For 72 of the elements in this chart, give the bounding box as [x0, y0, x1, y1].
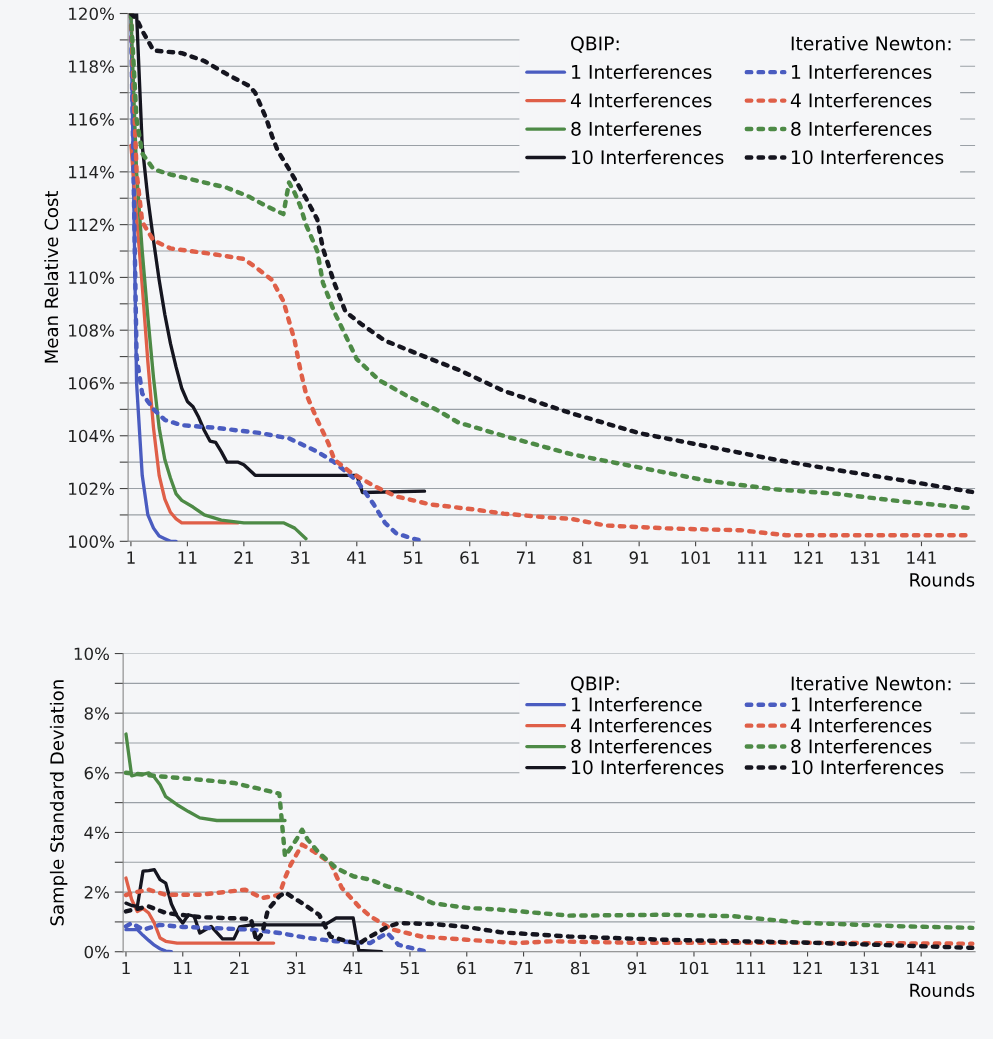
legend-label: 4 Interferences [570, 92, 712, 108]
y-tick-label: 118% [69, 60, 114, 73]
x-tick-label: 121 [794, 551, 823, 564]
x-tick-label: 71 [514, 961, 533, 975]
legend-label: 10 Interferences [791, 149, 944, 165]
x-tick-label: 21 [230, 961, 249, 975]
x-tick-label: 81 [573, 551, 592, 564]
x-tick-label: 61 [460, 551, 479, 564]
legend-label: 4 Interferences [570, 717, 712, 733]
x-tick-label: 121 [793, 961, 822, 975]
y-tick-label: 4% [84, 826, 110, 840]
annotation: Iterative Newton: [791, 36, 951, 51]
y-tick-label: 6% [84, 766, 110, 780]
line-series [123, 842, 975, 946]
y-tick-label: 116% [69, 113, 114, 126]
x-tick-label: 31 [287, 961, 306, 975]
y-tick-label: 10% [74, 647, 110, 661]
legend-label: 4 Interferences [790, 717, 932, 733]
x-tick-label: 141 [907, 551, 936, 564]
x-tick-label: 1 [122, 961, 130, 975]
legend-label: 1 Interference [572, 696, 702, 712]
x-tick-label: 111 [736, 961, 766, 975]
y-tick-label: 8% [84, 707, 110, 720]
x-tick-label: 91 [629, 551, 649, 564]
annotation: Iterative Newton: [791, 676, 951, 691]
x-tick-label: 51 [403, 551, 423, 564]
x-axis-title: Rounds [910, 983, 975, 998]
x-tick-label: 1 [127, 551, 135, 564]
y-tick-label: 2% [84, 886, 110, 899]
annotation: QBIP: [571, 676, 619, 693]
x-tick-label: 131 [850, 961, 879, 975]
y-tick-label: 104% [69, 429, 114, 443]
y-tick-label: 114% [69, 165, 114, 179]
x-tick-label: 11 [174, 961, 192, 975]
legend-label: 1 Interferences [791, 64, 932, 79]
x-tick-label: 131 [850, 551, 880, 564]
y-tick-label: 100% [69, 535, 114, 548]
annotation: QBIP: [571, 36, 619, 53]
legend-label: 8 Interferences [791, 121, 932, 136]
x-tick-label: 11 [178, 551, 197, 564]
y-axis-title: Mean Relative Cost [44, 191, 59, 363]
x-tick-label: 31 [290, 551, 310, 564]
y-tick-label: 106% [69, 376, 114, 390]
y-tick-label: 0% [84, 945, 110, 959]
legend-label: 8 Interferences [791, 738, 932, 754]
y-tick-label: 112% [69, 218, 114, 232]
x-tick-label: 41 [347, 551, 366, 564]
x-tick-label: 41 [343, 961, 363, 975]
legend-label: 10 Interferences [572, 759, 724, 775]
x-tick-label: 71 [516, 551, 536, 564]
x-tick-label: 91 [627, 961, 647, 975]
y-tick-label: 108% [69, 324, 114, 337]
legend-label: 4 Interferences [790, 92, 932, 108]
legend-label: 8 Interferenes [571, 121, 702, 136]
y-tick-label: 110% [69, 271, 114, 284]
legend-label: 10 Interferences [572, 149, 724, 165]
x-tick-label: 21 [234, 551, 253, 564]
x-tick-label: 51 [400, 961, 420, 975]
legend-label: 1 Interference [791, 696, 922, 712]
x-tick-label: 141 [907, 961, 936, 975]
x-tick-label: 61 [457, 961, 476, 975]
x-tick-label: 101 [679, 961, 709, 975]
y-tick-label: 102% [69, 482, 114, 496]
legend-label: 8 Interferences [571, 738, 712, 754]
legend-label: 10 Interferences [791, 759, 944, 775]
x-tick-label: 81 [570, 961, 590, 975]
y-axis-title: Sample Standard Deviation [49, 680, 68, 926]
x-tick-label: 101 [681, 551, 710, 564]
x-axis-title: Rounds [910, 572, 975, 587]
y-tick-label: 120% [69, 7, 114, 21]
x-tick-label: 111 [738, 551, 767, 564]
legend-label: 1 Interferences [572, 64, 712, 79]
